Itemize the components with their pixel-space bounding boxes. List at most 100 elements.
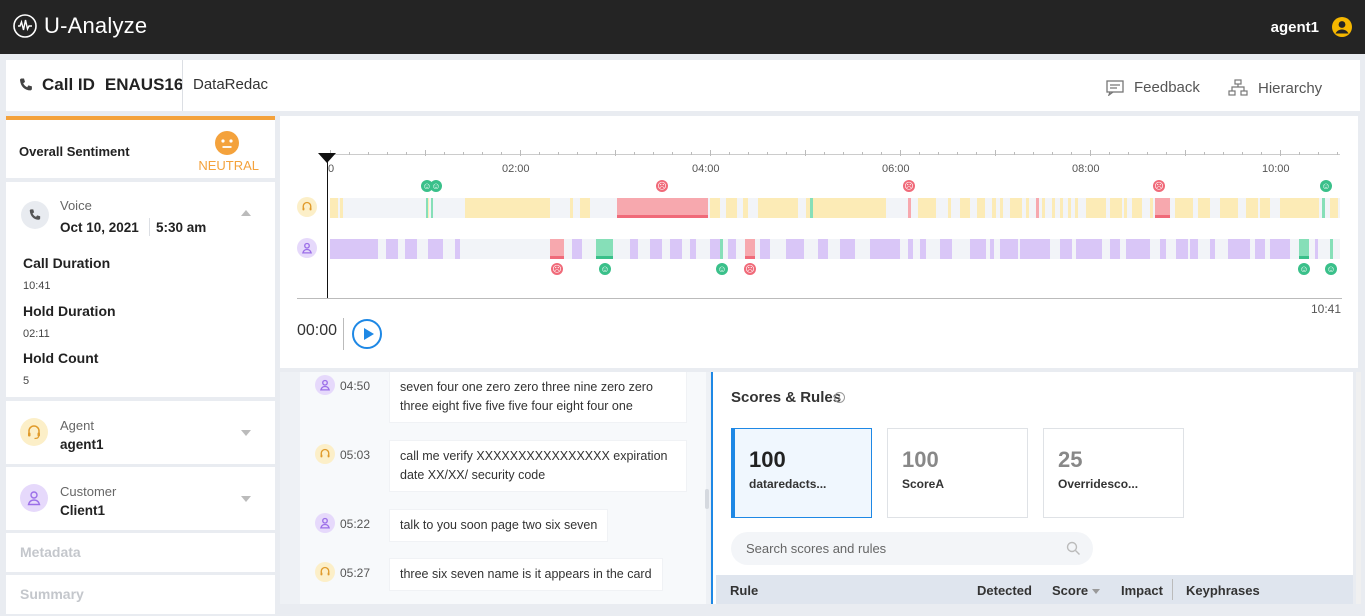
expand-icon[interactable] xyxy=(241,496,251,502)
speech-segment[interactable] xyxy=(330,198,338,218)
speech-segment[interactable] xyxy=(1175,198,1193,218)
speech-segment[interactable] xyxy=(710,239,720,259)
speech-segment[interactable] xyxy=(1060,239,1072,259)
scores-search-input[interactable]: Search scores and rules xyxy=(731,532,1093,565)
speech-segment[interactable] xyxy=(1155,198,1170,218)
sad-face-icon[interactable]: ☹ xyxy=(656,180,668,192)
speech-segment[interactable] xyxy=(1124,198,1127,218)
agent-card[interactable]: Agent agent1 xyxy=(6,401,275,464)
metadata-section[interactable]: Metadata xyxy=(6,533,275,572)
agent-speech-track[interactable] xyxy=(330,198,1340,218)
speech-segment[interactable] xyxy=(1075,198,1078,218)
speech-segment[interactable] xyxy=(330,239,378,259)
speech-segment[interactable] xyxy=(1020,239,1050,259)
speech-segment[interactable] xyxy=(1126,239,1150,259)
happy-face-icon[interactable]: ☺ xyxy=(1298,263,1310,275)
transcript-message[interactable]: call me verify XXXXXXXXXXXXXXXX expirati… xyxy=(390,441,686,491)
speech-segment[interactable] xyxy=(455,239,460,259)
speech-segment[interactable] xyxy=(1246,198,1258,218)
speech-segment[interactable] xyxy=(1060,198,1063,218)
speech-segment[interactable] xyxy=(465,198,550,218)
score-card[interactable]: 100 ScoreA xyxy=(887,428,1028,518)
customer-card[interactable]: Customer Client1 xyxy=(6,467,275,530)
speech-segment[interactable] xyxy=(760,239,770,259)
speech-segment[interactable] xyxy=(1076,239,1102,259)
speech-segment[interactable] xyxy=(908,239,913,259)
search-icon[interactable] xyxy=(1066,541,1081,556)
speech-segment[interactable] xyxy=(1299,239,1309,259)
speech-segment[interactable] xyxy=(650,239,662,259)
speech-segment[interactable] xyxy=(726,198,737,218)
speech-segment[interactable] xyxy=(1330,198,1338,218)
speech-segment[interactable] xyxy=(1315,239,1318,259)
feedback-button[interactable]: Feedback xyxy=(1106,79,1200,96)
speech-segment[interactable] xyxy=(840,239,855,259)
speech-segment[interactable] xyxy=(870,239,900,259)
speech-segment[interactable] xyxy=(1210,239,1215,259)
speech-segment[interactable] xyxy=(1260,198,1270,218)
transcript-message[interactable]: talk to you soon page two six seven xyxy=(390,510,608,541)
speech-segment[interactable] xyxy=(932,198,935,218)
sad-face-icon[interactable]: ☹ xyxy=(903,180,915,192)
speech-segment[interactable] xyxy=(550,239,564,259)
happy-face-icon[interactable]: ☺ xyxy=(1325,263,1337,275)
speech-segment[interactable] xyxy=(1110,198,1122,218)
speech-segment[interactable] xyxy=(743,198,748,218)
speech-segment[interactable] xyxy=(1330,239,1333,259)
speech-segment[interactable] xyxy=(426,198,428,218)
column-score[interactable]: Score xyxy=(1052,583,1089,598)
sad-face-icon[interactable]: ☹ xyxy=(551,263,563,275)
speech-segment[interactable] xyxy=(940,239,952,259)
speech-segment[interactable] xyxy=(970,239,986,259)
speech-segment[interactable] xyxy=(1132,198,1142,218)
speech-segment[interactable] xyxy=(1270,239,1290,259)
speech-segment[interactable] xyxy=(745,239,755,259)
speech-segment[interactable] xyxy=(1010,198,1022,218)
speech-segment[interactable] xyxy=(1110,239,1120,259)
speech-segment[interactable] xyxy=(1052,198,1055,218)
speech-segment[interactable] xyxy=(617,198,708,218)
transcript-message[interactable]: seven four one zero zero three nine zero… xyxy=(390,372,686,422)
speech-segment[interactable] xyxy=(690,239,696,259)
sad-face-icon[interactable]: ☹ xyxy=(744,263,756,275)
speech-segment[interactable] xyxy=(948,198,951,218)
happy-face-icon[interactable]: ☺ xyxy=(1320,180,1332,192)
speech-segment[interactable] xyxy=(977,198,985,218)
speech-segment[interactable] xyxy=(1296,198,1316,218)
speech-segment[interactable] xyxy=(908,198,911,218)
speech-segment[interactable] xyxy=(580,198,590,218)
speech-segment[interactable] xyxy=(1190,239,1198,259)
speech-segment[interactable] xyxy=(1086,198,1106,218)
sort-icon[interactable] xyxy=(1092,589,1100,594)
info-icon[interactable]: i xyxy=(834,392,845,403)
sad-face-icon[interactable]: ☹ xyxy=(1153,180,1165,192)
transcript-scrollbar[interactable] xyxy=(705,489,709,509)
speech-segment[interactable] xyxy=(1160,239,1166,259)
page-scrollbar[interactable] xyxy=(1356,372,1361,604)
customer-speech-track[interactable] xyxy=(330,239,1340,259)
speech-segment[interactable] xyxy=(920,239,926,259)
speech-segment[interactable] xyxy=(758,198,798,218)
speech-segment[interactable] xyxy=(1220,198,1230,218)
user-menu[interactable]: agent1 xyxy=(1271,16,1353,38)
happy-face-icon[interactable]: ☺ xyxy=(716,263,728,275)
speech-segment[interactable] xyxy=(1255,239,1265,259)
speech-segment[interactable] xyxy=(1042,198,1045,218)
column-impact[interactable]: Impact xyxy=(1121,583,1163,598)
speech-segment[interactable] xyxy=(1322,198,1325,218)
speech-segment[interactable] xyxy=(428,239,443,259)
speech-segment[interactable] xyxy=(431,198,433,218)
speech-segment[interactable] xyxy=(1280,198,1290,218)
collapse-icon[interactable] xyxy=(241,210,251,216)
summary-section[interactable]: Summary xyxy=(6,575,275,614)
transcript-message[interactable]: three six seven name is it appears in th… xyxy=(390,559,662,590)
speech-segment[interactable] xyxy=(1176,239,1188,259)
speech-segment[interactable] xyxy=(1198,198,1210,218)
speech-segment[interactable] xyxy=(1288,198,1296,218)
hierarchy-button[interactable]: Hierarchy xyxy=(1228,79,1322,97)
playhead-marker[interactable] xyxy=(318,153,336,163)
speech-segment[interactable] xyxy=(1068,198,1071,218)
speech-segment[interactable] xyxy=(786,239,804,259)
speech-segment[interactable] xyxy=(960,198,970,218)
speech-segment[interactable] xyxy=(992,198,996,218)
